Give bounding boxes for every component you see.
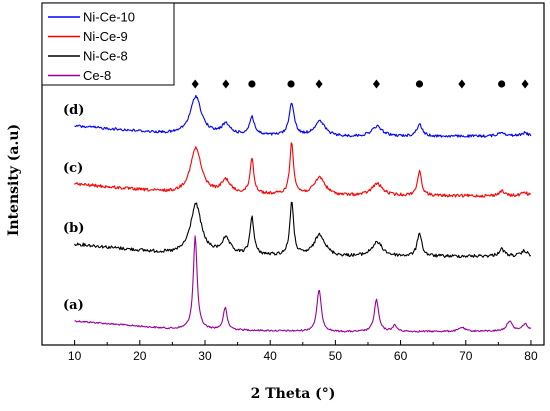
series-curves bbox=[74, 94, 532, 333]
diamond-marker bbox=[458, 79, 466, 89]
curve-label: (a) bbox=[63, 298, 84, 313]
x-tick-label: 40 bbox=[264, 349, 278, 363]
diamond-marker bbox=[521, 79, 529, 89]
circle-marker bbox=[415, 80, 424, 88]
legend-entry: Ce-8 bbox=[83, 68, 111, 83]
y-axis-title: Intensity (a.u) bbox=[6, 124, 22, 236]
series-line-ni-ce-10 bbox=[74, 94, 532, 138]
curve-label: (c) bbox=[63, 161, 83, 176]
curve-labels: (d) (c) (b) (a) bbox=[63, 103, 84, 313]
series-line-ce-8 bbox=[74, 235, 532, 333]
plot-frame bbox=[41, 2, 545, 346]
legend-entry: Ni-Ce-10 bbox=[83, 10, 135, 25]
legend-entry: Ni-Ce-9 bbox=[83, 29, 128, 44]
legend-box bbox=[41, 2, 175, 86]
x-tick-label: 10 bbox=[68, 349, 82, 363]
peak-markers bbox=[191, 79, 529, 89]
x-tick-label: 80 bbox=[524, 349, 538, 363]
diamond-marker bbox=[191, 79, 199, 89]
series-line-ni-ce-8 bbox=[74, 201, 532, 259]
diamond-marker bbox=[372, 79, 380, 89]
circle-marker bbox=[498, 80, 506, 88]
diamond-marker bbox=[222, 79, 230, 89]
x-tick-label: 20 bbox=[133, 349, 147, 363]
diamond-marker bbox=[315, 79, 323, 89]
series-line-ni-ce-9 bbox=[74, 142, 532, 198]
curve-label: (b) bbox=[63, 221, 84, 236]
legend: Ni-Ce-10 Ni-Ce-9 Ni-Ce-8 Ce-8 bbox=[41, 2, 175, 86]
x-axis-title: 2 Theta (°) bbox=[251, 386, 336, 402]
curve-label: (d) bbox=[63, 103, 84, 118]
x-tick-label: 50 bbox=[329, 349, 343, 363]
circle-marker bbox=[287, 80, 295, 88]
x-tick-label: 60 bbox=[394, 349, 408, 363]
x-tick-label: 70 bbox=[459, 349, 473, 363]
legend-entry: Ni-Ce-8 bbox=[83, 49, 128, 64]
x-tick-label: 30 bbox=[198, 349, 212, 363]
circle-marker bbox=[248, 80, 256, 88]
x-axis-ticks: 10 20 30 40 50 60 70 80 bbox=[41, 340, 538, 363]
